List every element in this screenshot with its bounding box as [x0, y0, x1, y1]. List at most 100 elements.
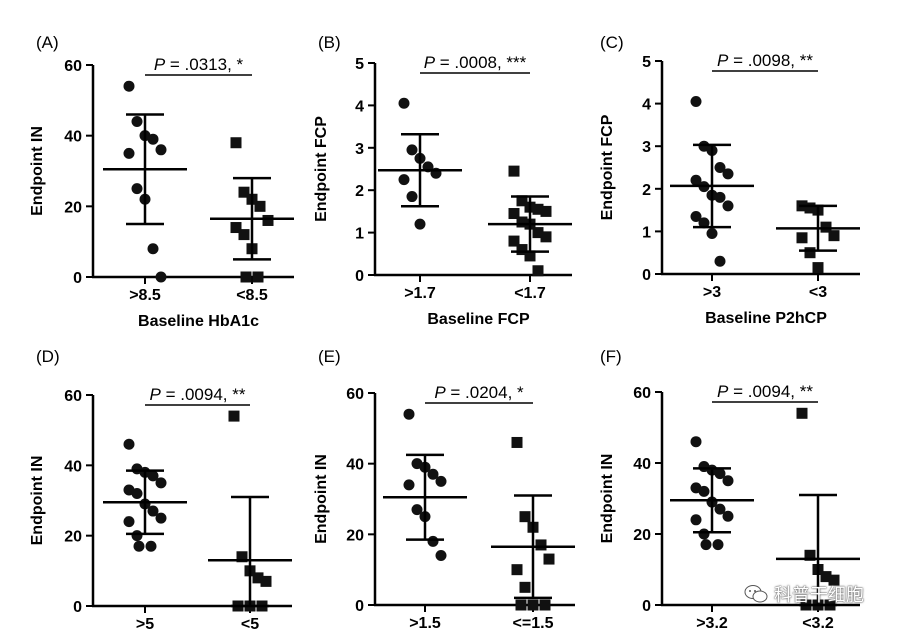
data-point: [714, 468, 726, 480]
data-point: [519, 511, 531, 523]
x-tick-label: <3.2: [802, 615, 834, 630]
y-tick-label: 1: [642, 224, 651, 241]
x-tick-label: >8.5: [129, 287, 161, 304]
data-point: [722, 168, 734, 180]
data-point: [406, 191, 418, 203]
data-point: [690, 436, 702, 448]
x-axis-label: Baseline P2hCP: [705, 310, 827, 327]
data-point: [240, 271, 252, 283]
y-axis-label: Endpoint FCP: [313, 116, 330, 222]
data-point: [820, 571, 832, 583]
x-axis-label: Baseline HbA1c: [138, 313, 259, 330]
panel-letter: (F): [600, 347, 622, 366]
wechat-icon: [744, 585, 768, 603]
y-tick-label: 20: [64, 199, 82, 216]
data-point: [427, 535, 439, 547]
p-value-annotation: P = .0094, **: [150, 385, 246, 404]
panel-c: (C) 0 1 2 3 4 5 Endpoint FCP >3 <3 P = .0098, ** Ba…: [599, 33, 860, 327]
data-point: [524, 250, 536, 262]
data-point: [519, 581, 531, 593]
panel-letter: (B): [318, 33, 341, 52]
y-tick-label: 20: [64, 529, 82, 546]
x-tick-label: >3: [703, 284, 721, 301]
data-point: [398, 97, 410, 109]
data-point: [260, 575, 272, 587]
data-point: [411, 504, 423, 516]
y-axis-label: Endpoint IN: [313, 454, 330, 544]
data-point: [238, 229, 250, 241]
data-point: [508, 208, 520, 220]
data-point: [406, 144, 418, 156]
data-point: [236, 551, 248, 563]
data-point: [722, 510, 734, 522]
y-tick-label: 40: [346, 457, 364, 474]
y-tick-label: 0: [355, 598, 364, 615]
data-point: [252, 271, 264, 283]
data-point: [540, 231, 552, 243]
y-tick-label: 1: [355, 226, 364, 243]
data-point: [155, 477, 167, 489]
p-value-annotation: P = .0008, ***: [424, 53, 527, 72]
y-tick-label: 60: [64, 58, 82, 75]
y-tick-label: 0: [73, 270, 82, 287]
x-tick-label: <3: [809, 284, 827, 301]
data-point: [403, 408, 415, 420]
data-point: [515, 599, 527, 611]
data-point: [532, 265, 544, 277]
data-point: [722, 475, 734, 487]
panel-letter: (A): [36, 33, 59, 52]
data-point: [722, 200, 734, 212]
data-point: [131, 116, 143, 128]
y-tick-label: 40: [64, 129, 82, 146]
x-tick-label: <5: [241, 616, 259, 630]
y-tick-label: 2: [642, 182, 651, 199]
watermark-text: 科普干细胞: [774, 585, 864, 606]
panel-letter: (C): [600, 33, 624, 52]
p-value-annotation: P = .0098, **: [717, 51, 813, 70]
data-point: [123, 80, 135, 92]
data-point: [262, 214, 274, 226]
panel-a: (A) 0 20 40 60 Endpoint IN >8.5 <8.5 P = .0313, …: [29, 33, 294, 330]
data-point: [155, 271, 167, 283]
data-point: [398, 174, 410, 186]
y-tick-label: 0: [642, 267, 651, 284]
panel-f: (F) 0 20 40 60 Endpoint IN >3.2 <3.2 P = .0094, …: [599, 347, 860, 630]
y-tick-label: 5: [642, 54, 651, 71]
data-point: [698, 217, 710, 229]
x-tick-label: >1.5: [409, 615, 441, 630]
data-point: [714, 503, 726, 515]
x-tick-label: >3.2: [696, 615, 728, 630]
data-point: [131, 487, 143, 499]
y-axis-label: Endpoint FCP: [599, 114, 616, 220]
data-point: [714, 191, 726, 203]
panel-letter: (D): [36, 347, 60, 366]
data-point: [714, 162, 726, 173]
data-point: [690, 210, 702, 222]
data-point: [516, 216, 528, 228]
y-tick-label: 20: [346, 527, 364, 544]
y-axis-label: Endpoint IN: [29, 126, 46, 216]
y-tick-label: 4: [642, 97, 651, 114]
data-point: [690, 514, 702, 526]
data-point: [254, 200, 266, 212]
panel-letter: (E): [318, 347, 341, 366]
y-tick-label: 2: [355, 183, 364, 200]
data-point: [698, 528, 710, 540]
data-point: [540, 205, 552, 217]
data-point: [228, 410, 240, 422]
data-point: [516, 244, 528, 256]
data-point: [123, 438, 135, 450]
data-point: [511, 436, 523, 448]
data-point: [403, 479, 415, 491]
data-point: [230, 222, 242, 234]
data-point: [532, 227, 544, 239]
y-tick-label: 5: [355, 56, 364, 73]
data-point: [706, 228, 718, 240]
data-point: [155, 512, 167, 524]
data-point: [796, 407, 808, 419]
y-tick-label: 4: [355, 98, 364, 115]
data-point: [147, 243, 159, 255]
data-point: [690, 174, 702, 186]
p-value-annotation: P = .0094, **: [717, 382, 813, 401]
